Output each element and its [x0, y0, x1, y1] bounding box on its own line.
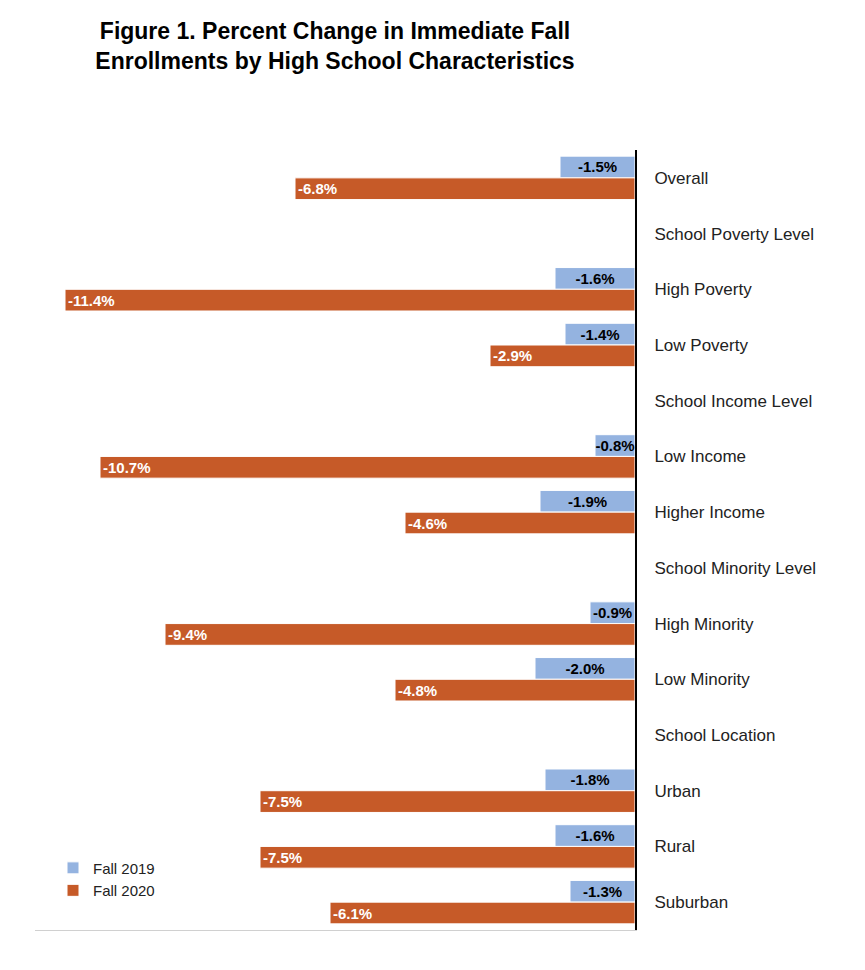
svg-text:-7.5%: -7.5% [263, 793, 302, 810]
svg-text:School Income Level: School Income Level [654, 392, 812, 411]
svg-text:-2.9%: -2.9% [493, 347, 532, 364]
svg-text:-4.8%: -4.8% [398, 682, 437, 699]
svg-text:High Poverty: High Poverty [654, 280, 752, 299]
svg-text:-0.8%: -0.8% [595, 437, 634, 454]
svg-text:School Location: School Location [654, 726, 775, 745]
svg-text:-9.4%: -9.4% [168, 626, 207, 643]
svg-text:School Poverty Level: School Poverty Level [654, 225, 814, 244]
svg-text:Low Poverty: Low Poverty [654, 336, 748, 355]
svg-text:Rural: Rural [654, 837, 695, 856]
svg-text:-7.5%: -7.5% [263, 849, 302, 866]
svg-text:-1.6%: -1.6% [575, 827, 614, 844]
svg-text:-4.6%: -4.6% [408, 515, 447, 532]
svg-text:-1.8%: -1.8% [570, 771, 609, 788]
svg-text:-0.9%: -0.9% [593, 604, 632, 621]
svg-text:High Minority: High Minority [654, 615, 754, 634]
svg-text:Low Minority: Low Minority [654, 670, 750, 689]
svg-text:-2.0%: -2.0% [565, 660, 604, 677]
svg-text:-6.1%: -6.1% [333, 905, 372, 922]
svg-text:-10.7%: -10.7% [103, 459, 151, 476]
svg-text:-1.5%: -1.5% [578, 158, 617, 175]
svg-text:Urban: Urban [654, 782, 700, 801]
svg-text:Fall 2019: Fall 2019 [93, 860, 155, 877]
svg-text:School Minority Level: School Minority Level [654, 559, 816, 578]
svg-text:-1.9%: -1.9% [568, 493, 607, 510]
svg-text:Figure 1. Percent Change in Im: Figure 1. Percent Change in Immediate Fa… [95, 18, 574, 74]
svg-text:-11.4%: -11.4% [68, 292, 115, 309]
svg-text:-6.8%: -6.8% [298, 180, 337, 197]
svg-text:Suburban: Suburban [654, 893, 728, 912]
svg-text:-1.4%: -1.4% [580, 326, 619, 343]
svg-text:Fall 2020: Fall 2020 [93, 882, 155, 899]
svg-text:-1.3%: -1.3% [583, 883, 622, 900]
svg-text:Higher Income: Higher Income [654, 503, 765, 522]
svg-text:Overall: Overall [654, 169, 708, 188]
svg-text:Low Income: Low Income [654, 447, 746, 466]
svg-text:-1.6%: -1.6% [575, 270, 614, 287]
